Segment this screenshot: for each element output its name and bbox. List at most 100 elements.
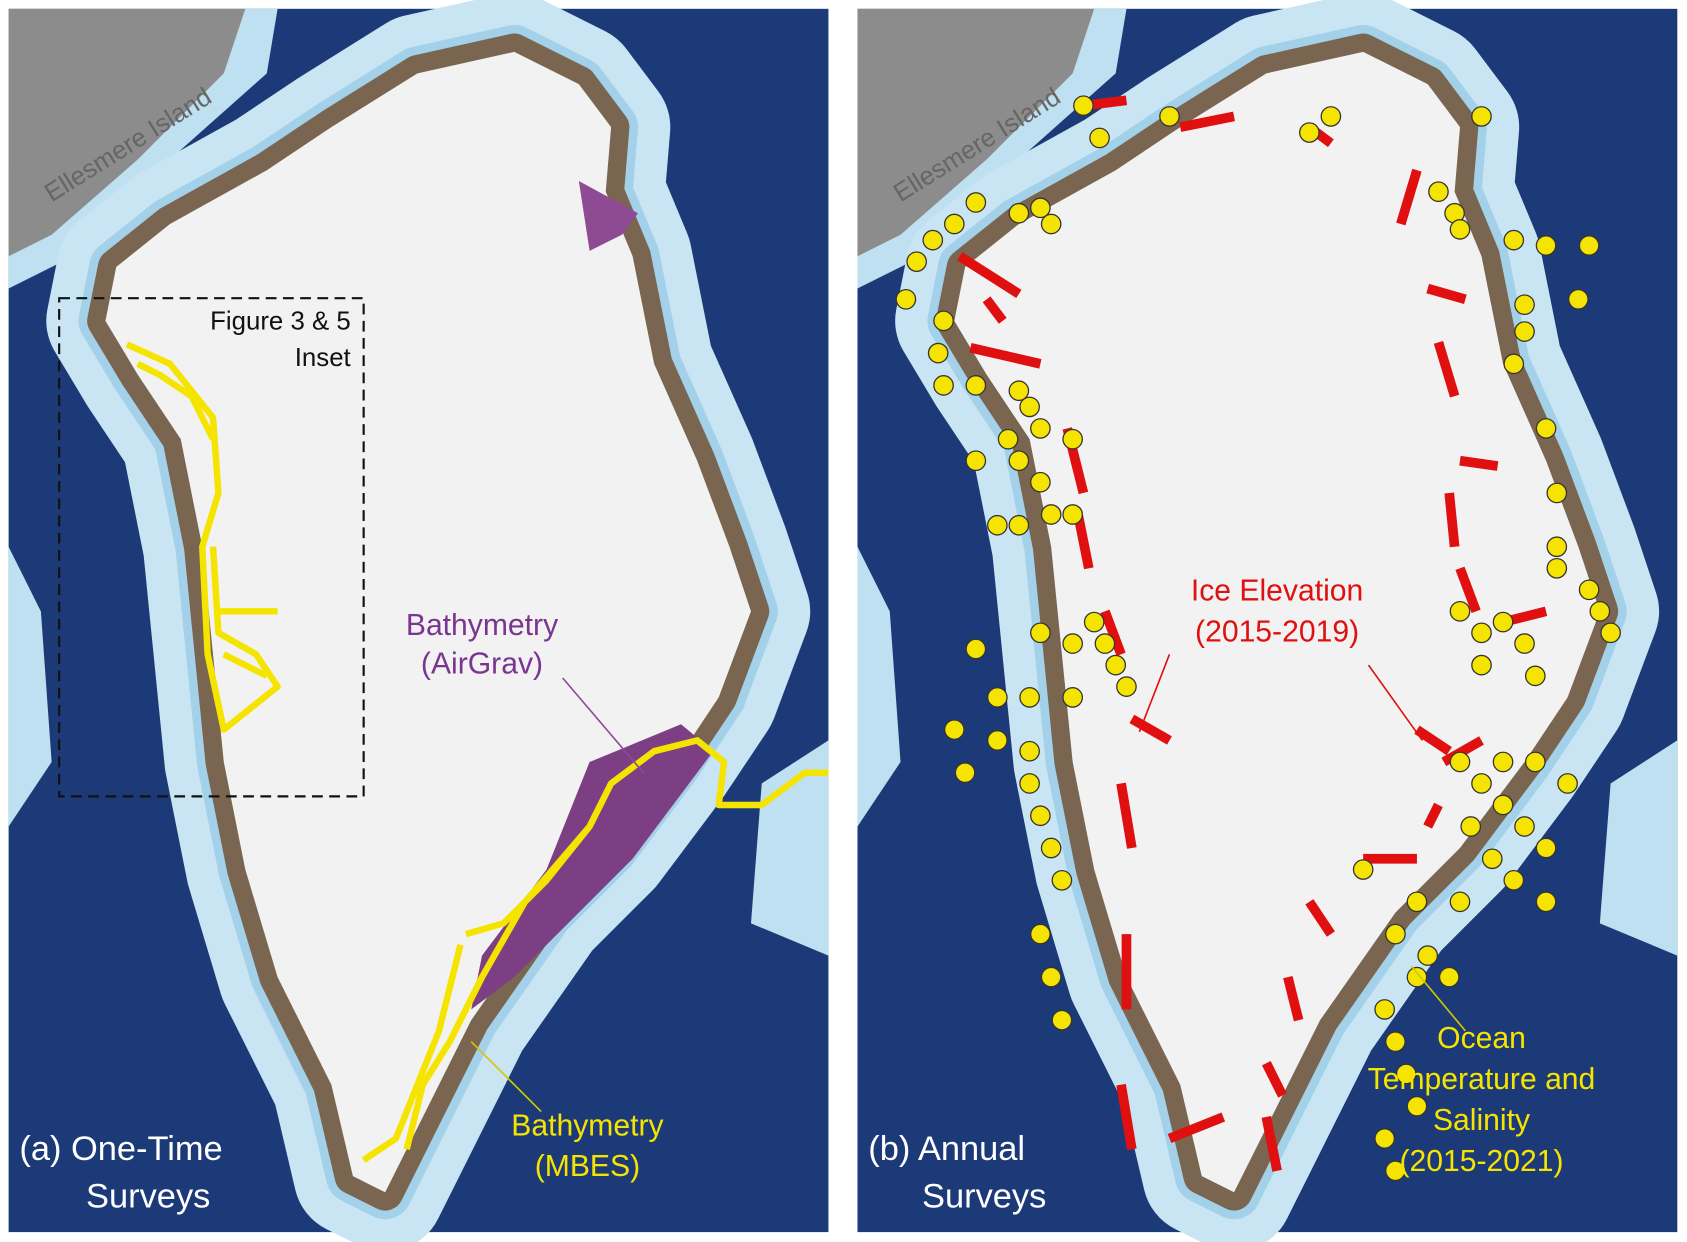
ocean-station bbox=[1546, 482, 1568, 504]
ocean-station bbox=[1514, 321, 1535, 342]
ocean-station bbox=[1600, 622, 1621, 644]
ocean-station bbox=[1385, 1031, 1406, 1053]
ocean-station bbox=[1030, 805, 1051, 827]
ocean-station bbox=[1557, 773, 1578, 794]
ice-elevation-line bbox=[1167, 1112, 1226, 1143]
ocean-station bbox=[987, 514, 1008, 536]
ocean-station bbox=[1019, 396, 1040, 418]
ocean-station bbox=[1051, 869, 1073, 891]
ocean-station bbox=[1503, 869, 1525, 891]
ice-elevation-line bbox=[969, 343, 1042, 369]
leader-line bbox=[562, 677, 644, 774]
ice-elevation-line bbox=[1261, 1116, 1282, 1172]
ocean-station bbox=[965, 450, 987, 472]
ocean-station bbox=[1159, 106, 1180, 127]
ocean-station bbox=[1062, 687, 1083, 708]
ocean-station bbox=[1406, 1095, 1428, 1117]
ocean-station bbox=[1589, 600, 1611, 622]
ocean-station bbox=[1040, 213, 1062, 235]
ice-elevation-line bbox=[1179, 111, 1235, 132]
ice-elevation-line bbox=[1396, 168, 1422, 226]
ice-elevation-line bbox=[1116, 1083, 1137, 1151]
ocean-station bbox=[1406, 891, 1428, 913]
ocean-station bbox=[1299, 122, 1320, 143]
ocean-station bbox=[1019, 773, 1040, 794]
ocean-station bbox=[1008, 380, 1030, 402]
leader-line bbox=[470, 1041, 542, 1113]
ocean-station bbox=[1030, 418, 1051, 439]
leader-line bbox=[1367, 664, 1423, 741]
ice-elevation-line bbox=[1433, 340, 1460, 398]
ocean-station bbox=[1062, 633, 1083, 654]
ocean-station bbox=[954, 762, 976, 784]
mbes-label: Bathymetry (MBES) bbox=[511, 1109, 663, 1183]
ocean-station bbox=[1492, 794, 1514, 816]
ocean-station bbox=[1417, 945, 1439, 966]
ocean-station bbox=[1040, 837, 1062, 859]
ocean-station bbox=[1460, 816, 1482, 837]
ocean-station bbox=[1535, 837, 1557, 859]
panel-a: Ellesmere Island Figure 3 & 5 Inset Bathy… bbox=[9, 9, 829, 1232]
ocean-station bbox=[1449, 600, 1471, 622]
ocean-station bbox=[1438, 966, 1460, 988]
ocean-station bbox=[965, 638, 987, 660]
ocean-station bbox=[997, 428, 1019, 450]
ocean-station bbox=[1116, 676, 1137, 697]
ocean-station bbox=[1030, 197, 1051, 219]
ocean-station bbox=[1019, 687, 1040, 708]
ocean-station bbox=[1524, 751, 1546, 773]
airgrav-area bbox=[471, 724, 714, 1010]
ocean-station bbox=[987, 730, 1008, 751]
ice-elevation-line bbox=[1426, 283, 1467, 304]
ocean-station bbox=[1481, 848, 1503, 870]
ocean-station bbox=[1471, 773, 1492, 794]
ice-elevation-line bbox=[1100, 609, 1126, 657]
ocean-station bbox=[943, 213, 965, 235]
ocean-station bbox=[943, 719, 965, 740]
ocean-station bbox=[1535, 235, 1557, 256]
ocean-station bbox=[1449, 891, 1471, 913]
ocean-station bbox=[1471, 654, 1492, 676]
ocean-station bbox=[1030, 471, 1051, 493]
ocean-station bbox=[1492, 751, 1514, 773]
ocean-station bbox=[1471, 622, 1492, 644]
ocean-label: Ocean Temperature and Salinity (2015-2021) bbox=[1368, 1022, 1596, 1178]
ice-elevation-line bbox=[1305, 899, 1335, 937]
ocean-station bbox=[1352, 859, 1374, 880]
ocean-station bbox=[1040, 966, 1062, 988]
ocean-station bbox=[1030, 622, 1051, 644]
mbes-track bbox=[125, 341, 829, 1163]
ice-elevation-line bbox=[1116, 782, 1137, 849]
ocean-station bbox=[1030, 923, 1051, 945]
ocean-station bbox=[1051, 1009, 1073, 1031]
ocean-station bbox=[1428, 181, 1449, 203]
ocean-station bbox=[1385, 923, 1406, 945]
ocean-station bbox=[1083, 611, 1105, 633]
ocean-station bbox=[1449, 219, 1471, 240]
airgrav-label: Bathymetry (AirGrav) bbox=[406, 609, 558, 681]
inset-box bbox=[58, 297, 365, 798]
inset-label: Figure 3 & 5 Inset bbox=[210, 307, 351, 372]
ocean-station bbox=[1008, 450, 1030, 472]
ocean-station bbox=[1040, 504, 1062, 525]
ocean-station bbox=[1385, 1160, 1406, 1182]
ocean-station bbox=[1073, 95, 1094, 116]
ice-elevation-line bbox=[1455, 566, 1481, 614]
ocean-station bbox=[895, 288, 917, 310]
ocean-station bbox=[922, 229, 944, 251]
ocean-station bbox=[1019, 740, 1040, 762]
ocean-station bbox=[1535, 418, 1557, 439]
ocean-station bbox=[1094, 633, 1116, 654]
ice-elevation-line bbox=[1414, 725, 1452, 756]
ocean-station bbox=[1062, 428, 1083, 450]
ice-elevation-line bbox=[1459, 455, 1499, 471]
ocean-station bbox=[933, 310, 954, 332]
ocean-station bbox=[1089, 127, 1110, 149]
leader-line bbox=[1410, 965, 1466, 1032]
panel-label: (b) Annual Surveys bbox=[868, 1130, 1046, 1215]
panel-b: Ellesmere Island Ice Elevation (2015-2019… bbox=[857, 9, 1677, 1232]
ocean-station bbox=[1008, 202, 1030, 224]
ocean-station bbox=[1374, 999, 1396, 1020]
ocean-station bbox=[1535, 891, 1557, 913]
